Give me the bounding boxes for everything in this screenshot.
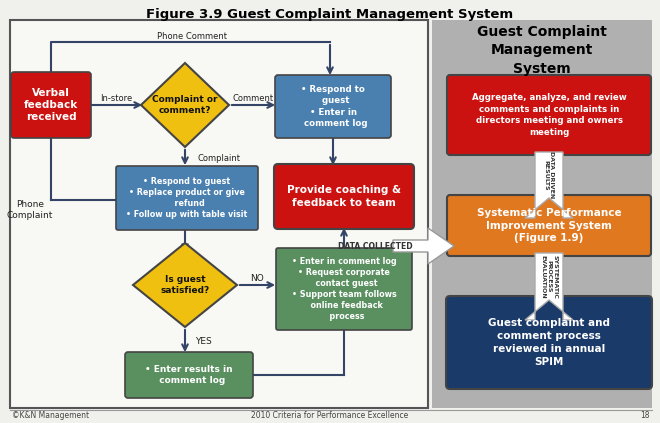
Text: 18: 18 [640,410,650,420]
FancyBboxPatch shape [447,195,651,256]
Text: Comment: Comment [232,93,273,102]
FancyBboxPatch shape [11,72,91,138]
Text: Systematic Performance
Improvement System
(Figure 1.9): Systematic Performance Improvement Syste… [477,208,621,243]
Text: Provide coaching &
feedback to team: Provide coaching & feedback to team [287,185,401,208]
FancyBboxPatch shape [446,296,652,389]
Polygon shape [10,20,428,408]
Text: Figure 3.9 Guest Complaint Management System: Figure 3.9 Guest Complaint Management Sy… [147,8,513,21]
Polygon shape [525,253,573,320]
Text: Is guest
satisfied?: Is guest satisfied? [160,275,210,295]
Text: Guest Complaint
Management
System: Guest Complaint Management System [477,25,607,76]
Text: SYSTEMATIC
PROCESS
EVALUATION: SYSTEMATIC PROCESS EVALUATION [541,255,557,299]
Polygon shape [393,228,454,264]
Text: 2010 Criteria for Performance Excellence: 2010 Criteria for Performance Excellence [251,410,409,420]
Text: YES: YES [195,337,212,346]
Text: Complaint: Complaint [198,154,241,162]
Text: Phone
Complaint: Phone Complaint [7,201,53,220]
Text: Guest complaint and
comment process
reviewed in annual
SPIM: Guest complaint and comment process revi… [488,318,610,367]
Text: • Enter in comment log
• Request corporate
  contact guest
• Support team follow: • Enter in comment log • Request corpora… [292,257,397,321]
Text: DATA COLLECTED: DATA COLLECTED [338,242,412,250]
Text: Verbal
feedback
received: Verbal feedback received [24,88,78,122]
FancyBboxPatch shape [274,164,414,229]
Text: • Respond to guest
• Replace product or give
  refund
• Follow up with table vis: • Respond to guest • Replace product or … [126,177,248,219]
FancyBboxPatch shape [275,75,391,138]
Text: • Enter results in
  comment log: • Enter results in comment log [145,365,233,385]
Text: • Respond to
  guest
• Enter in
  comment log: • Respond to guest • Enter in comment lo… [298,85,368,128]
Text: Aggregate, analyze, and review
comments and complaints in
directors meeting and : Aggregate, analyze, and review comments … [472,93,626,137]
Text: Complaint or
comment?: Complaint or comment? [152,95,218,115]
Text: DATA DRIVEN
RESULTS: DATA DRIVEN RESULTS [544,151,554,199]
FancyBboxPatch shape [125,352,253,398]
Text: NO: NO [250,274,264,283]
FancyBboxPatch shape [116,166,258,230]
Text: ©K&N Management: ©K&N Management [12,410,89,420]
Polygon shape [525,152,573,218]
Text: In-store: In-store [100,93,132,102]
Polygon shape [432,20,652,408]
Text: Phone Comment: Phone Comment [157,31,227,41]
Polygon shape [133,243,237,327]
Polygon shape [141,63,229,147]
FancyBboxPatch shape [447,75,651,155]
FancyBboxPatch shape [276,248,412,330]
